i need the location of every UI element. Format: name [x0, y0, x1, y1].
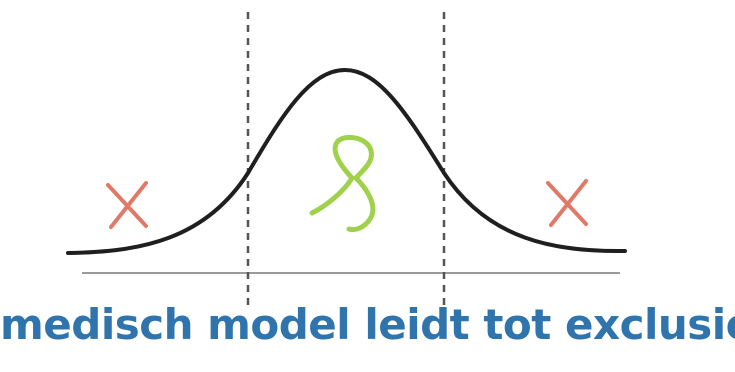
bell-curve	[66, 68, 627, 255]
cross-icon	[546, 179, 588, 227]
cross-icon	[106, 181, 148, 229]
caption: medisch model leidt tot exclusie	[0, 300, 735, 349]
check-scribble-icon	[309, 134, 376, 233]
